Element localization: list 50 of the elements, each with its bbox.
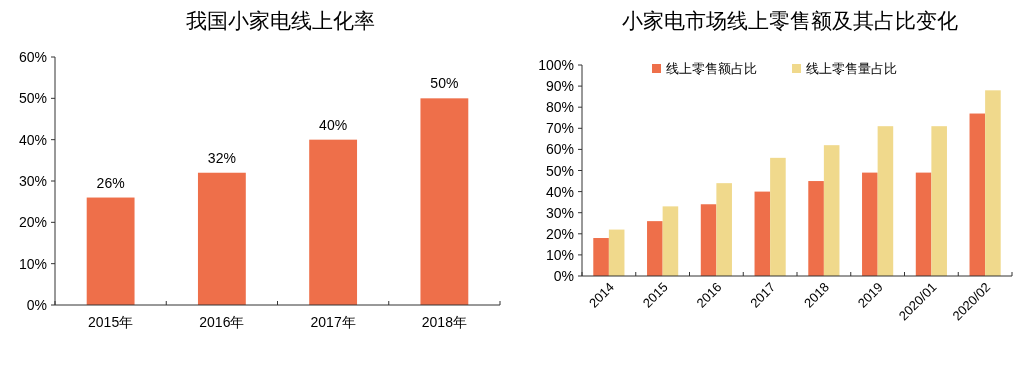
bar <box>716 183 732 276</box>
bar <box>969 113 986 276</box>
x-tick-label: 2018年 <box>421 314 467 330</box>
y-tick-label: 30% <box>545 204 574 221</box>
y-tick-label: 40% <box>545 183 574 200</box>
bar <box>915 172 932 276</box>
x-tick-label: 2015年 <box>88 314 134 330</box>
y-tick-label: 20% <box>545 225 574 242</box>
bar <box>647 221 663 276</box>
y-tick-label: 0% <box>553 268 574 284</box>
text: 26% <box>96 174 125 191</box>
bar <box>86 197 135 305</box>
x-tick-label: 2017年 <box>310 314 356 330</box>
y-tick-label: 90% <box>545 78 574 95</box>
bar <box>700 204 717 276</box>
bar <box>770 157 786 276</box>
bar <box>862 172 878 276</box>
bar <box>608 229 625 276</box>
y-tick-label: 0% <box>26 297 47 313</box>
bar <box>593 238 609 276</box>
text: 32% <box>207 149 236 166</box>
y-tick-label: 60% <box>18 49 47 65</box>
legend-label: 线上零售额占比 <box>666 61 757 76</box>
bar <box>823 145 840 276</box>
y-tick-label: 60% <box>545 141 574 158</box>
chart-title: 我国小家电线上化率 <box>185 9 375 32</box>
y-tick-label: 50% <box>545 162 574 179</box>
y-tick-label: 80% <box>545 99 574 116</box>
bar <box>931 126 947 276</box>
y-tick-label: 40% <box>18 131 47 148</box>
y-tick-label: 100% <box>538 57 574 73</box>
bar <box>754 191 771 276</box>
bar <box>309 139 358 305</box>
bar <box>985 90 1001 276</box>
bar <box>197 172 246 305</box>
legend-label: 线上零售量占比 <box>806 61 897 76</box>
y-tick-label: 10% <box>18 255 47 272</box>
y-tick-label: 20% <box>18 214 47 231</box>
text: 40% <box>319 116 348 133</box>
bar <box>420 98 469 305</box>
bar <box>808 181 824 276</box>
y-tick-label: 10% <box>545 246 574 263</box>
y-tick-label: 30% <box>18 173 47 189</box>
bar <box>662 206 679 276</box>
bar <box>877 126 894 276</box>
text: 50% <box>430 75 459 92</box>
chart-title: 小家电市场线上零售额及其占比变化 <box>622 9 958 32</box>
y-tick-label: 70% <box>545 120 574 137</box>
y-tick-label: 50% <box>18 90 47 107</box>
x-tick-label: 2016年 <box>199 314 245 330</box>
